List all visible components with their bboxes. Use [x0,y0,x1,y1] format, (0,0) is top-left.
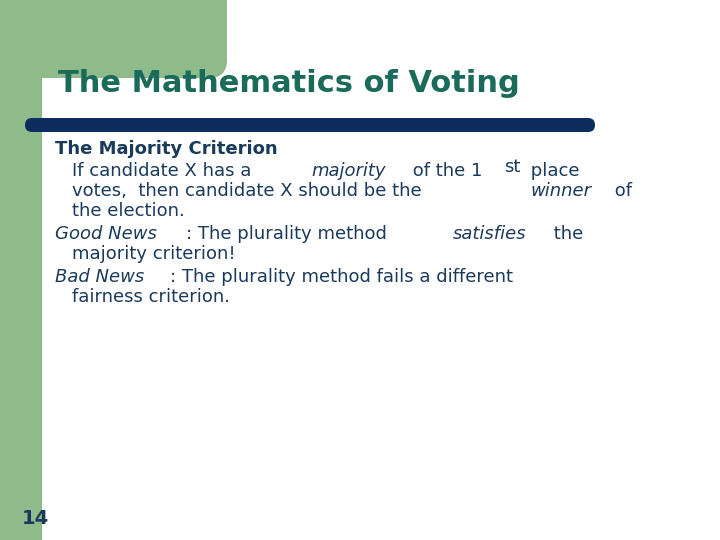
Text: of: of [609,182,632,200]
Text: Bad News: Bad News [55,268,144,286]
Text: The Majority Criterion: The Majority Criterion [55,140,278,158]
Text: : The plurality method fails a different: : The plurality method fails a different [170,268,513,286]
Text: 14: 14 [22,509,49,528]
Bar [0,0,42,540]
Text: satisfies: satisfies [453,225,527,243]
Text: majority: majority [311,162,385,180]
FancyBboxPatch shape [42,0,227,78]
Bar [42,0,135,78]
Text: If candidate X has a: If candidate X has a [72,162,257,180]
Text: Good News: Good News [55,225,157,243]
Text: votes,  then candidate X should be the: votes, then candidate X should be the [72,182,428,200]
Text: the: the [548,225,583,243]
Text: place: place [526,162,580,180]
Text: majority criterion!: majority criterion! [72,245,235,263]
Text: the election.: the election. [72,202,185,220]
Text: winner: winner [531,182,592,200]
Text: st: st [504,158,521,176]
Text: of the 1: of the 1 [407,162,482,180]
Text: fairness criterion.: fairness criterion. [72,288,230,306]
Bar [42,0,227,39]
FancyBboxPatch shape [25,118,595,132]
Text: The Mathematics of Voting: The Mathematics of Voting [58,69,520,98]
Text: : The plurality method: : The plurality method [186,225,393,243]
